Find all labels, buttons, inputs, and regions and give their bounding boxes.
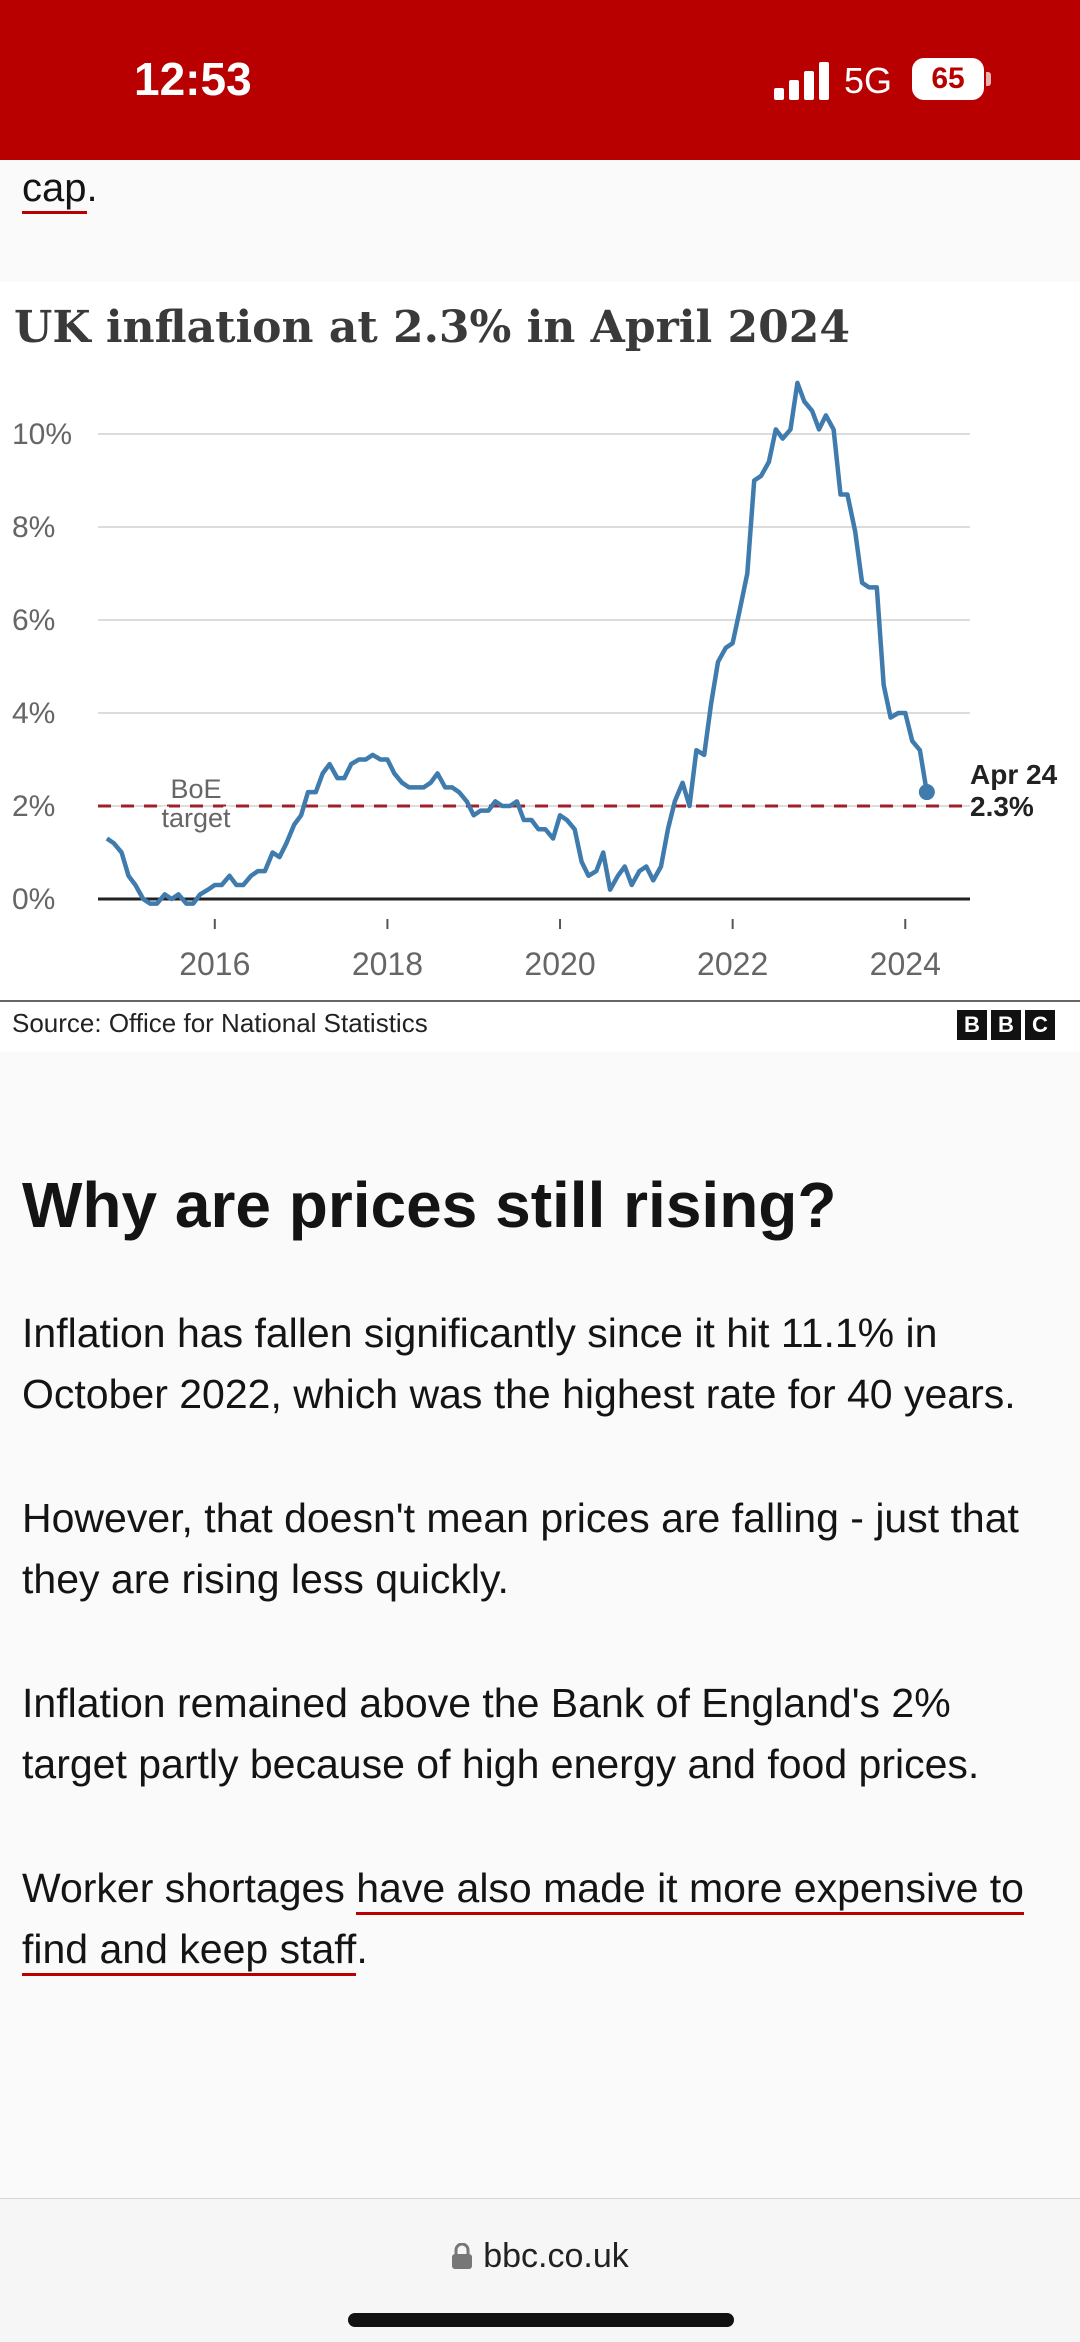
previous-text-suffix: .: [86, 166, 98, 210]
paragraph: However, that doesn't mean prices are fa…: [22, 1495, 1019, 1602]
paragraph: Worker shortages have also made it more …: [22, 1858, 1062, 1980]
network-type: 5G: [844, 60, 893, 101]
paragraph: Inflation has fallen significantly since…: [22, 1310, 1016, 1417]
battery-icon: 65: [912, 58, 984, 100]
bbc-logo-letter: B: [957, 1010, 987, 1040]
home-indicator[interactable]: [348, 2313, 734, 2327]
chart-plot: 0% 2% 4% 6% 8% 10% 2016 2018 2020 2022 2024 BoEtarg…: [12, 380, 1058, 982]
browser-address-bar[interactable]: bbc.co.uk: [0, 2198, 1080, 2342]
y-tick-label: 6%: [12, 604, 55, 637]
chart-footer-rule: [0, 1000, 1080, 1002]
status-bar: 12:53 5G 65: [0, 0, 1080, 160]
x-tick-label: 2016: [179, 946, 250, 982]
bbc-logo-letter: B: [991, 1010, 1021, 1040]
latest-point-marker: [918, 784, 935, 801]
status-time: 12:53: [134, 53, 252, 105]
signal-strength-icon: [774, 62, 832, 100]
x-tick-label: 2018: [352, 946, 423, 982]
url-text: bbc.co.uk: [483, 2237, 629, 2275]
battery-tip: [986, 72, 991, 86]
x-tick-label: 2024: [870, 946, 941, 982]
cap-link[interactable]: cap: [22, 166, 87, 214]
end-annotation-value: 2.3%: [970, 791, 1034, 822]
boe-target-label: target: [161, 803, 231, 833]
previous-text: cap.: [22, 158, 98, 218]
paragraph-text: .: [356, 1926, 368, 1972]
bbc-logo-letter: C: [1025, 1010, 1055, 1040]
y-tick-label: 2%: [12, 790, 55, 823]
y-tick-label: 10%: [12, 418, 72, 451]
y-tick-label: 0%: [12, 883, 55, 916]
inflation-chart: UK inflation at 2.3% in April 2024 0% 2% 4…: [0, 282, 1080, 1052]
paragraph-text: Worker shortages: [22, 1865, 357, 1911]
chart-source: Source: Office for National Statistics: [12, 1008, 428, 1038]
worker-costs-link[interactable]: have also made it more expensive to find…: [22, 1865, 1024, 1976]
x-tick-label: 2020: [524, 946, 595, 982]
chart-title: UK inflation at 2.3% in April 2024: [14, 302, 850, 353]
paragraph: Inflation remained above the Bank of Eng…: [22, 1680, 980, 1787]
article-body: Why are prices still rising? Inflation h…: [22, 1165, 1062, 2043]
x-tick-label: 2022: [697, 946, 768, 982]
y-tick-label: 4%: [12, 697, 55, 730]
url-row[interactable]: bbc.co.uk: [0, 2237, 1080, 2276]
inflation-series-line: [105, 380, 930, 906]
y-tick-label: 8%: [12, 511, 55, 544]
boe-target-label: BoE: [170, 774, 221, 804]
lock-icon: [452, 2243, 473, 2269]
end-annotation-label: Apr 24: [970, 759, 1058, 790]
section-heading: Why are prices still rising?: [22, 1169, 837, 1241]
